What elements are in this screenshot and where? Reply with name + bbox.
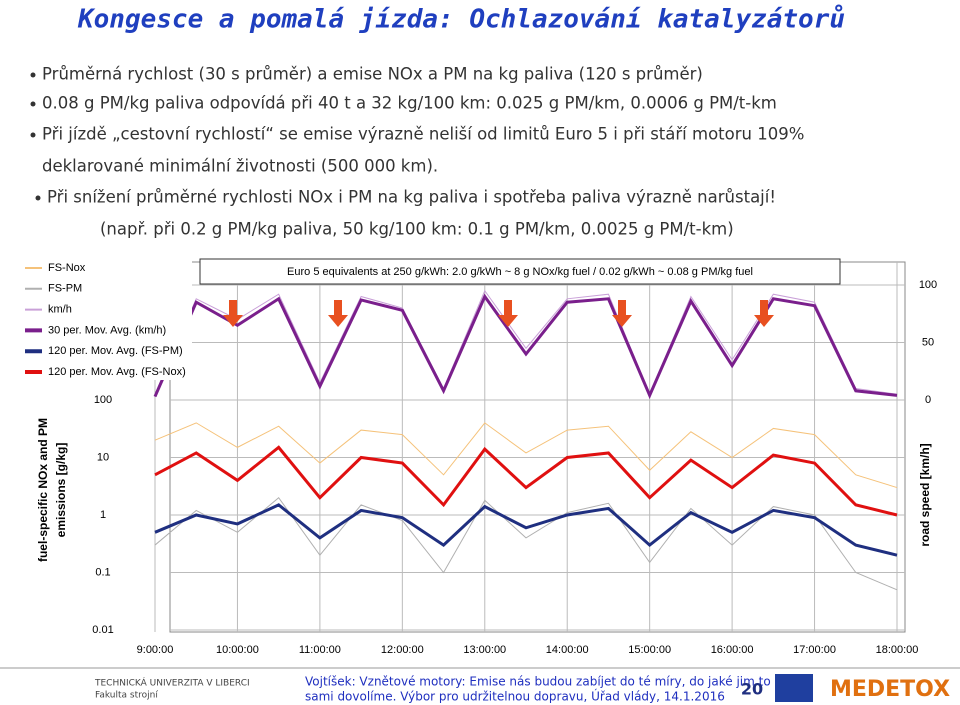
y-axis-label: fuel-specific NOx and PM emissions [g/kg] [36,418,68,562]
legend-label: km/h [48,304,72,316]
bullet-dot [30,132,36,138]
series-line [154,422,898,489]
legend-label: 120 per. Mov. Avg. (FS-Nox) [48,366,186,378]
x-tick-label: 10:00:00 [216,644,259,656]
bullet-dot [30,72,36,78]
y-tick-label: 0.1 [95,566,110,578]
y-label-line: fuel-specific NOx and PM [36,418,50,562]
bullets: Průměrná rychlost (30 s průměr) a emise … [30,65,804,239]
annotation-box [199,258,841,285]
y-label-line: emissions [g/kg] [54,443,68,538]
x-tick-label: 9:00:00 [137,644,174,656]
annotation: Euro 5 equivalents at 250 g/kWh: 2.0 g/k… [287,266,753,278]
y-tick-label: 0.01 [92,624,113,636]
bullet-text: deklarované minimální životnosti (500 00… [42,157,438,176]
series-line [154,445,898,517]
bullet-text: Při jízdě „cestovní rychlostí“ se emise … [42,125,804,144]
legend-label: FS-Nox [48,262,86,274]
page-number: 20 [741,680,763,699]
eu-flag [775,674,813,702]
y-tick-label: 100 [94,394,112,406]
series-line [154,289,898,396]
y2-tick-label: 100 [919,279,937,291]
series-line [154,496,898,591]
arrows [223,300,774,327]
bullet-text: (např. při 0.2 g PM/kg paliva, 50 kg/100… [100,220,734,239]
x-tick-label: 17:00:00 [793,644,836,656]
series-line [153,293,898,400]
bullet-text: 0.08 g PM/kg paliva odpovídá při 40 t a … [42,94,777,113]
x-tick-label: 16:00:00 [711,644,754,656]
bullet-text: Průměrná rychlost (30 s průměr) a emise … [42,65,703,84]
faculty: Fakulta strojní [95,691,158,701]
y2-axis-label: road speed [km/h] [918,443,932,546]
y2-tick-label: 0 [925,394,931,406]
citation: sami dovolíme. Výbor pro udržitelnou dop… [305,689,725,704]
legend-label: 120 per. Mov. Avg. (FS-PM) [48,345,183,357]
series-line [154,503,898,557]
legend-label: 30 per. Mov. Avg. (km/h) [48,324,166,336]
citation: Vojtíšek: Vznětové motory: Emise nás bud… [305,675,771,689]
x-tick-label: 14:00:00 [546,644,589,656]
legend-box [20,256,192,380]
x-tick-label: 15:00:00 [628,644,671,656]
bullet-text: Při snížení průměrné rychlosti NOx i PM … [47,188,776,207]
y-tick-label: 1 [100,509,106,521]
bullet-dot [35,195,41,201]
legend-label: FS-PM [48,283,82,295]
y-tick-label: 10 [97,451,109,463]
x-tick-label: 12:00:00 [381,644,424,656]
x-tick-label: 18:00:00 [876,644,919,656]
brand: MEDETOX [830,677,950,702]
x-tick-label: 13:00:00 [463,644,506,656]
university: TECHNICKÁ UNIVERZITA V LIBERCI [94,677,250,689]
x-tick-label: 11:00:00 [299,644,341,656]
y2-tick-label: 50 [922,336,934,348]
slide-title: Kongesce a pomalá jízda: Ochlazování kat… [77,4,845,35]
bullet-dot [30,101,36,107]
